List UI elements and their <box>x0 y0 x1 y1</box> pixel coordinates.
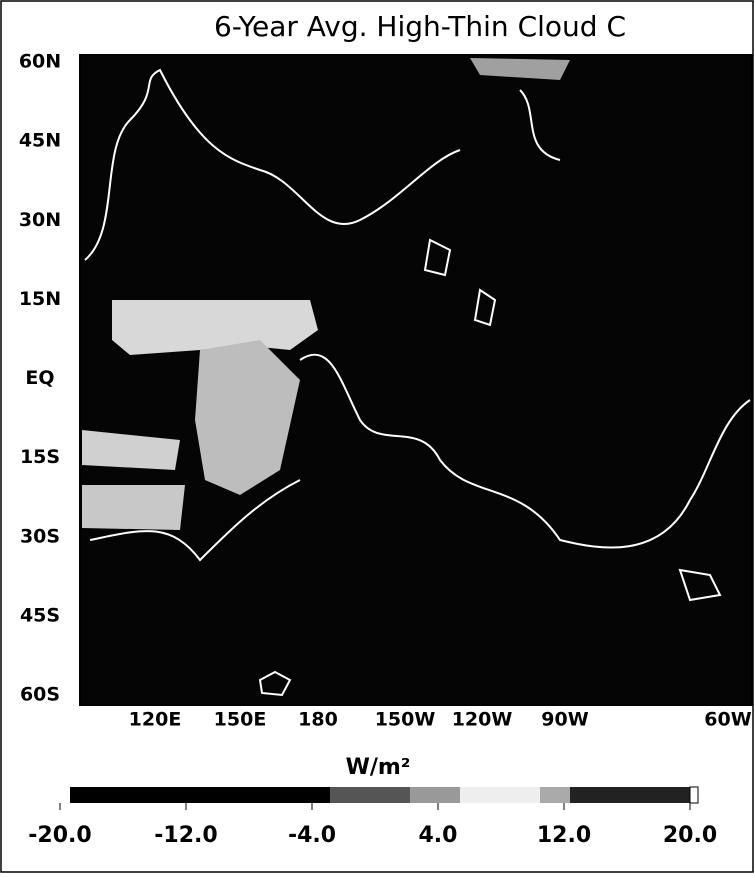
colorbar-tick-label: 20.0 <box>663 823 717 848</box>
colorbar-tick-label: 4.0 <box>419 823 458 848</box>
colorbar-tick-label: -20.0 <box>28 823 91 848</box>
colorbar-segment <box>460 787 540 803</box>
latitude-label: 15N <box>19 288 61 310</box>
colorbar-segment <box>540 787 570 803</box>
longitude-label: 120E <box>129 709 182 731</box>
latitude-label: 45N <box>19 130 61 152</box>
longitude-label: 150W <box>375 709 436 731</box>
colorbar-tick-label: 12.0 <box>537 823 591 848</box>
longitude-label: 180 <box>298 709 338 731</box>
longitude-label: 90W <box>541 709 588 731</box>
contour <box>519 89 561 161</box>
bright-region <box>82 485 185 530</box>
colorbar-segment <box>410 787 460 803</box>
colorbar-segment <box>570 787 690 803</box>
colorbar-segment <box>689 786 699 804</box>
latitude-label: 60S <box>20 684 60 706</box>
map <box>79 54 753 706</box>
bright-region <box>112 300 318 355</box>
colorbar: W/m² <box>70 755 699 804</box>
contour <box>423 238 452 277</box>
title: 6-Year Avg. High-Thin Cloud C <box>214 10 626 43</box>
contour <box>299 353 751 549</box>
latitude-label: 15S <box>20 446 60 468</box>
contour <box>84 68 461 261</box>
latitude-label: 30S <box>20 525 60 547</box>
bright-region <box>195 340 300 495</box>
longitude-label: 60W <box>704 709 751 731</box>
contour <box>89 479 301 562</box>
contour <box>678 568 722 602</box>
bright-region <box>470 58 570 80</box>
longitude-label: 120W <box>452 709 513 731</box>
longitude-label: 150E <box>214 709 267 731</box>
latitude-label: 30N <box>19 209 61 231</box>
latitude-label: 60N <box>19 51 61 73</box>
colorbar-segment <box>330 787 410 803</box>
bright-region <box>82 430 180 470</box>
colorbar-tick-label: -4.0 <box>288 823 336 848</box>
colorbar-label: W/m² <box>346 755 411 780</box>
latitude-label: 45S <box>20 604 60 626</box>
contour <box>258 670 292 697</box>
colorbar-tick-label: -12.0 <box>154 823 217 848</box>
contour <box>473 288 497 327</box>
latitude-label: EQ <box>25 367 54 389</box>
map-field <box>79 54 753 706</box>
